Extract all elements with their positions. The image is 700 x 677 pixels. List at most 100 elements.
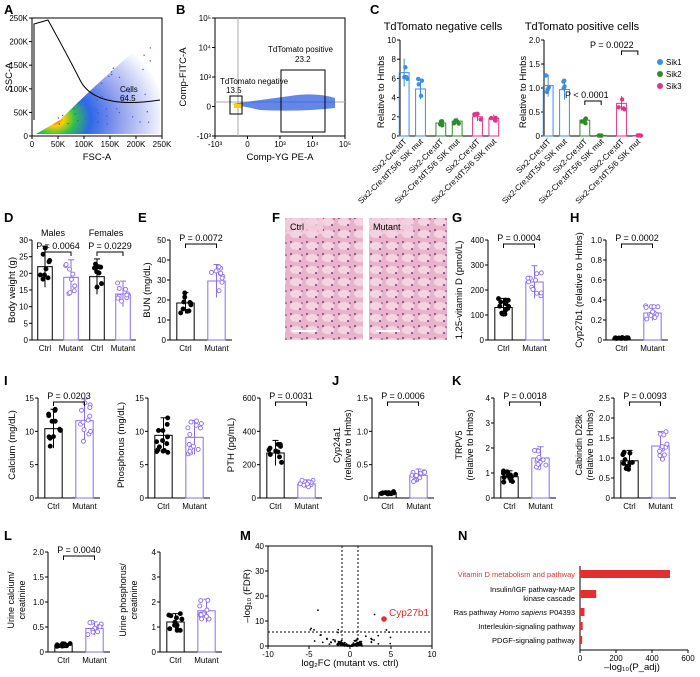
i3-chart-point-0-4 [267, 452, 273, 457]
panel-a-event-37 [139, 121, 141, 123]
panel-b-pos-value: 23.2 [295, 55, 311, 64]
j-chart-xlabel-1: Mutant [406, 502, 431, 511]
i2-chart-point-1-1 [186, 441, 192, 447]
j-chart-ytick-label-3: 1.5 [357, 394, 369, 403]
i1-chart-pvalue-0: P = 0.0203 [47, 391, 91, 401]
c-left-point-5-3 [493, 115, 498, 121]
i3-chart-pvalue-0: P = 0.0031 [269, 391, 313, 401]
panel-b-plot-area [214, 17, 346, 137]
panel-a-yticks: 0 50K 100K 150K 200K 250K [9, 14, 32, 141]
panel-b-events [232, 94, 335, 111]
c-right-ytick-label-4: 2.0 [529, 36, 541, 45]
panel-i2: Phosphorus (mg/dL) 0 5 10 15 Ctrl Mutant [116, 394, 210, 511]
e-chart-point-0-2 [181, 299, 187, 305]
c-right-point-0-3 [545, 87, 550, 92]
i1-chart-ytick-label-1: 5 [30, 461, 35, 470]
panel-f: Ctrl Mutant [285, 218, 447, 340]
panel-m-point-168 [364, 635, 367, 638]
panel-m-point-0 [377, 642, 380, 645]
panel-m-ytick-label-4: 40 [255, 542, 264, 551]
panel-a-event-38 [146, 111, 149, 113]
k1-chart-ytick-label-1: 1 [486, 469, 491, 478]
c-left-point-1-2 [418, 93, 424, 98]
e-chart-ytick-label-4: 40 [157, 256, 166, 265]
i1-chart-point-1-2 [80, 438, 86, 444]
panel-m-point-205 [317, 609, 319, 612]
d-chart-point-2-1 [93, 261, 98, 267]
e-chart-point-1-8 [216, 264, 222, 270]
i2-chart-point-1-3 [197, 425, 203, 431]
c-right-point-0-0 [543, 73, 549, 78]
panel-m-xtick-label-1: -5 [305, 650, 313, 659]
d-chart-xlabel-3: Mutant [111, 344, 136, 353]
c-left-point-0-3 [403, 74, 409, 80]
panel-n-category-labels: Vitamin D metabolism and pathway Insulin… [454, 570, 576, 645]
h-chart-ytick-label-3: 0.6 [591, 276, 603, 285]
k2-chart-point-1-10 [660, 456, 665, 462]
h-chart-ytick-label-0: 0 [598, 336, 603, 345]
panel-g-chart: 0 100 200 300 400 Ctrl Mutant P = 0.0004 [471, 233, 550, 353]
k2-chart-point-1-11 [661, 432, 667, 438]
panel-a-event-21 [57, 117, 60, 119]
k1-chart-point-1-10 [536, 454, 542, 460]
panel-label-b: B [176, 2, 185, 17]
panel-m-point-202 [345, 643, 348, 646]
d-chart-sig-bracket-0 [44, 251, 72, 256]
panel-n-bar-2 [580, 608, 585, 616]
panel-b-dense [234, 104, 242, 108]
panel-a-event-32 [95, 108, 97, 111]
panel-b-pos-name: TdTomato positive [268, 45, 333, 54]
panel-m-point-128 [310, 627, 313, 630]
e-chart-point-0-7 [184, 308, 190, 314]
d-chart-point-0-2 [45, 275, 51, 281]
d-chart-point-2-8 [94, 284, 100, 290]
panel-a-gate-value: 64.5 [120, 94, 136, 103]
c-right-point-2-1 [583, 121, 588, 126]
panel-m-point-146 [340, 644, 343, 647]
c-right-point-5-2 [638, 133, 644, 138]
panel-a-event-85 [142, 68, 144, 71]
i2-chart-point-1-10 [190, 443, 196, 449]
i2-chart-point-1-9 [187, 431, 193, 437]
panel-label-g: G [452, 210, 462, 225]
panel-a-ytick-label-0: 0 [24, 132, 29, 141]
panel-c-right-ylabel: Relative to Hmbs [518, 56, 529, 129]
panel-label-e: E [138, 210, 147, 225]
panel-a-event-58 [105, 108, 108, 110]
k1-chart-point-1-11 [535, 448, 541, 454]
l1-chart-xlabel-1: Mutant [82, 656, 107, 665]
panel-m-point-115 [313, 628, 315, 631]
e-chart-point-1-7 [218, 270, 224, 276]
d-chart-point-0-6 [42, 245, 48, 251]
l2-chart-point-1-10 [199, 616, 205, 622]
c-right-sig-bracket-0 [584, 100, 602, 105]
panel-e-chart: 0 10 20 30 40 50 Ctrl Mutant P = 0.0072 [157, 233, 232, 353]
i1-chart-ytick-label-0: 0 [30, 494, 35, 503]
k2-chart-xlabel-1: Mutant [648, 502, 673, 511]
c-left-point-1-1 [416, 82, 421, 87]
d-chart-ytick-label-1: 5 [24, 319, 29, 328]
i1-chart-xlabel-0: Ctrl [47, 502, 60, 511]
panel-m-point-216 [334, 639, 336, 642]
panel-a-ytick-label-5: 250K [9, 14, 28, 23]
i1-chart-ytick-label-2: 10 [25, 427, 34, 436]
panel-n-bar-0 [580, 570, 670, 578]
k2-chart-point-0-10 [627, 460, 633, 466]
panel-c: TdTomato negative cells TdTomato positiv… [356, 21, 682, 206]
l2-chart-point-0-4 [179, 616, 185, 622]
l1-chart-point-0-11 [54, 642, 60, 648]
l2-chart-ytick-label-1: 1 [152, 623, 157, 632]
j-chart-point-1-9 [417, 475, 423, 481]
d-chart-point-0-5 [46, 259, 52, 265]
panel-i3-chart: 0 200 400 600 Ctrl Mutant P = 0.0031 [243, 391, 322, 511]
h-chart-point-0-10 [614, 336, 620, 341]
panel-n-label-2c: P04393 [547, 608, 575, 617]
j-chart-point-1-5 [414, 473, 419, 478]
panel-a-event-72 [124, 90, 126, 92]
c-left-point-4-3 [472, 112, 477, 117]
panel-d-females: Females [89, 228, 124, 238]
panel-label-a: A [4, 2, 14, 17]
l2-chart-xlabel-1: Mutant [194, 656, 219, 665]
panel-f-ctrl-label: Ctrl [290, 222, 304, 232]
panel-label-l: L [4, 528, 12, 543]
